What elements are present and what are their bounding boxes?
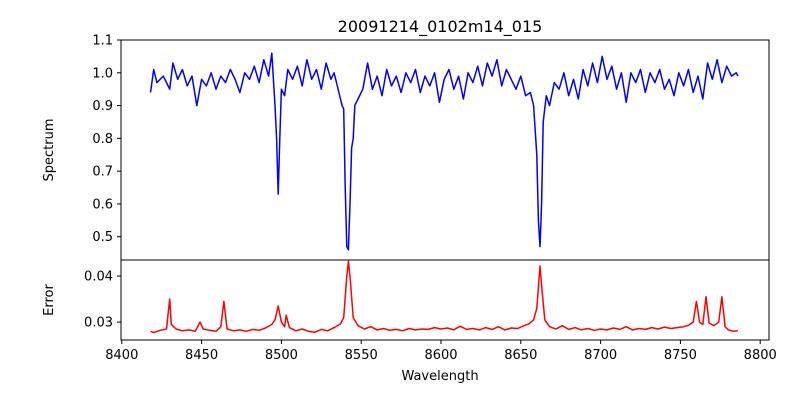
x-tick-label: 8550 (345, 348, 378, 363)
x-tick-label: 8750 (664, 348, 697, 363)
x-tick-label: 8450 (185, 348, 218, 363)
y-tick-label: 0.8 (92, 132, 113, 147)
chart-title: 20091214_0102m14_015 (338, 17, 543, 37)
y-axis-label-spectrum: Spectrum (42, 119, 57, 182)
y-tick-label: 0.04 (84, 270, 113, 285)
x-tick-label: 8800 (744, 348, 777, 363)
y-tick-label: 0.03 (84, 316, 113, 331)
y-tick-label: 1.1 (92, 34, 113, 49)
error-axes: 0.03 0.04 8400 8450 8500 8550 8600 8650 8700 8750… (84, 259, 777, 363)
y-tick-label: 0.5 (92, 230, 113, 245)
spectrum-series-line (149, 52, 739, 251)
error-series-line (150, 260, 738, 334)
y-axis-label-error: Error (42, 284, 57, 316)
y-tick-label: 0.7 (92, 165, 113, 180)
x-tick-label: 8400 (105, 348, 138, 363)
x-tick-label: 8500 (265, 348, 298, 363)
axes-frame (120, 259, 770, 341)
x-axis-label: Wavelength (401, 369, 478, 384)
x-tick-label: 8700 (584, 348, 617, 363)
y-tick-label: 0.6 (92, 197, 113, 212)
y-tick-label: 1.0 (92, 66, 113, 81)
x-tick-label: 8650 (504, 348, 537, 363)
y-tick-label: 0.9 (92, 99, 113, 114)
x-tick-label: 8600 (424, 348, 457, 363)
